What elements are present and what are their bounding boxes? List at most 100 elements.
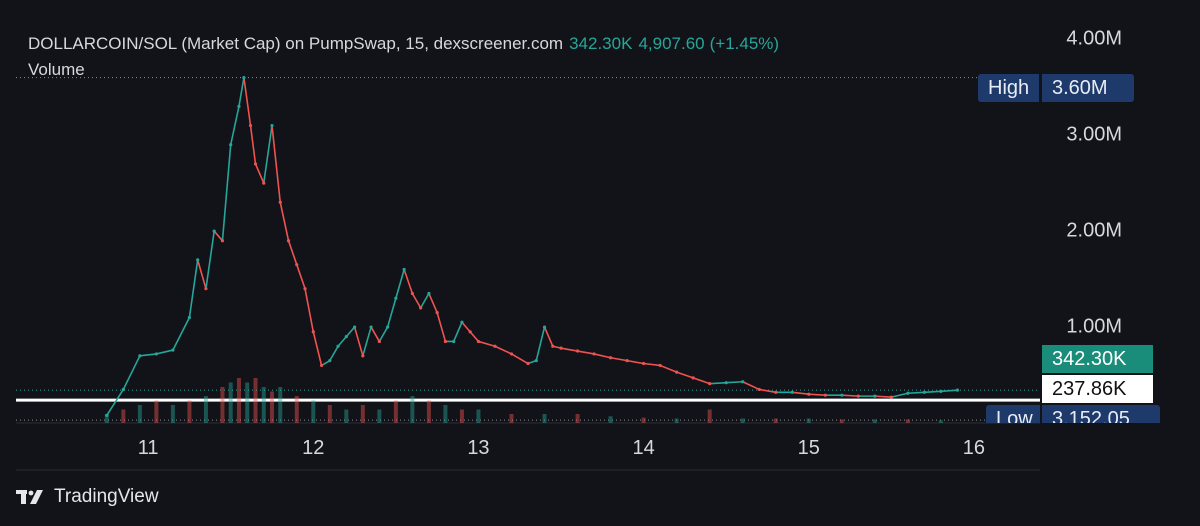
price-point	[542, 325, 547, 329]
price-point	[642, 361, 646, 366]
price-segment	[221, 143, 232, 242]
price-segment	[428, 292, 438, 314]
price-segment	[295, 263, 306, 290]
price-point	[708, 382, 712, 386]
price-segment	[560, 347, 579, 352]
volume-bar	[905, 419, 910, 423]
price-segment	[923, 390, 942, 394]
volume-bar	[608, 416, 613, 423]
volume-bar	[187, 400, 192, 423]
price-point	[361, 354, 365, 358]
price-point	[608, 356, 613, 360]
volume-bar	[327, 405, 332, 423]
price-segment	[659, 364, 678, 373]
price-segment	[436, 311, 447, 343]
price-point	[658, 363, 662, 368]
volume-bar	[344, 409, 349, 423]
price-point	[419, 306, 423, 310]
volume-bar	[641, 417, 646, 423]
price-point	[303, 287, 307, 291]
x-tick-label: 12	[302, 437, 325, 459]
price-segment	[807, 393, 827, 396]
price-point	[955, 388, 960, 392]
volume-bar	[410, 396, 415, 423]
price-segment	[609, 356, 628, 362]
price-point	[242, 75, 246, 80]
price-point	[319, 363, 324, 368]
price-segment	[692, 377, 711, 385]
volume-bar	[542, 414, 547, 423]
price-point	[493, 344, 497, 348]
volume-bar	[245, 382, 250, 423]
y-tick-label: 4.00M	[1066, 27, 1122, 50]
volume-bar	[707, 409, 712, 423]
price-point	[138, 354, 142, 358]
price-point	[675, 370, 679, 374]
price-segment	[238, 76, 245, 108]
price-point	[212, 229, 216, 233]
price-point	[741, 380, 745, 384]
chart-header: DOLLARCOIN/SOL (Market Cap) on PumpSwap,…	[28, 34, 779, 54]
volume-bar	[360, 405, 365, 423]
current-value-tag: 342.30K	[1042, 345, 1153, 373]
volume-bar	[311, 400, 316, 423]
price-segment	[841, 394, 860, 397]
price-point	[410, 291, 414, 296]
volume-bar	[872, 419, 877, 423]
price-segment	[205, 230, 215, 290]
price-point	[509, 352, 514, 356]
price-point	[460, 320, 464, 324]
price-point	[394, 296, 398, 300]
price-point	[270, 123, 274, 128]
volume-bar	[294, 396, 299, 423]
price-point	[625, 359, 629, 363]
tradingview-brand[interactable]: TradingView	[16, 486, 159, 508]
price-point	[220, 239, 225, 243]
price-point	[237, 104, 241, 108]
volume-bar	[674, 418, 679, 423]
price-segment	[312, 331, 323, 367]
price-segment	[243, 76, 252, 127]
price-segment	[403, 268, 414, 295]
price-point	[204, 287, 208, 291]
price-segment	[345, 326, 356, 338]
price-point	[262, 181, 266, 185]
price-segment	[188, 259, 199, 319]
price-point	[559, 346, 563, 350]
price-point	[774, 390, 778, 394]
volume-bar	[393, 400, 398, 423]
low-label: Low	[986, 405, 1040, 423]
price-segment	[494, 345, 513, 355]
tradingview-logo-icon	[16, 490, 43, 504]
price-point	[328, 359, 332, 363]
y-tick-label: 1.00M	[1066, 315, 1122, 338]
volume-bar	[377, 409, 382, 423]
price-segment	[593, 353, 612, 359]
price-point	[229, 143, 233, 147]
price-segment	[675, 371, 694, 379]
price-point	[427, 291, 431, 296]
price-segment	[419, 292, 430, 309]
price-segment	[139, 353, 158, 357]
price-segment	[626, 359, 645, 365]
volume-bar	[236, 378, 241, 423]
price-point	[187, 315, 192, 320]
volume-bar	[740, 418, 745, 423]
price-point	[575, 349, 580, 353]
price-segment	[725, 380, 744, 384]
price-point	[154, 352, 158, 356]
price-segment	[271, 124, 282, 204]
price-point	[435, 311, 439, 315]
price-segment	[758, 388, 777, 394]
price-point	[352, 325, 357, 329]
volume-bar	[426, 400, 431, 423]
volume-bar	[806, 418, 811, 423]
price-point	[691, 376, 695, 380]
x-tick-label: 13	[467, 437, 490, 459]
price-point	[386, 325, 390, 329]
brand-name: TradingView	[54, 486, 159, 507]
price-point	[105, 413, 109, 417]
price-segment	[353, 326, 364, 357]
volume-bars	[104, 378, 943, 423]
